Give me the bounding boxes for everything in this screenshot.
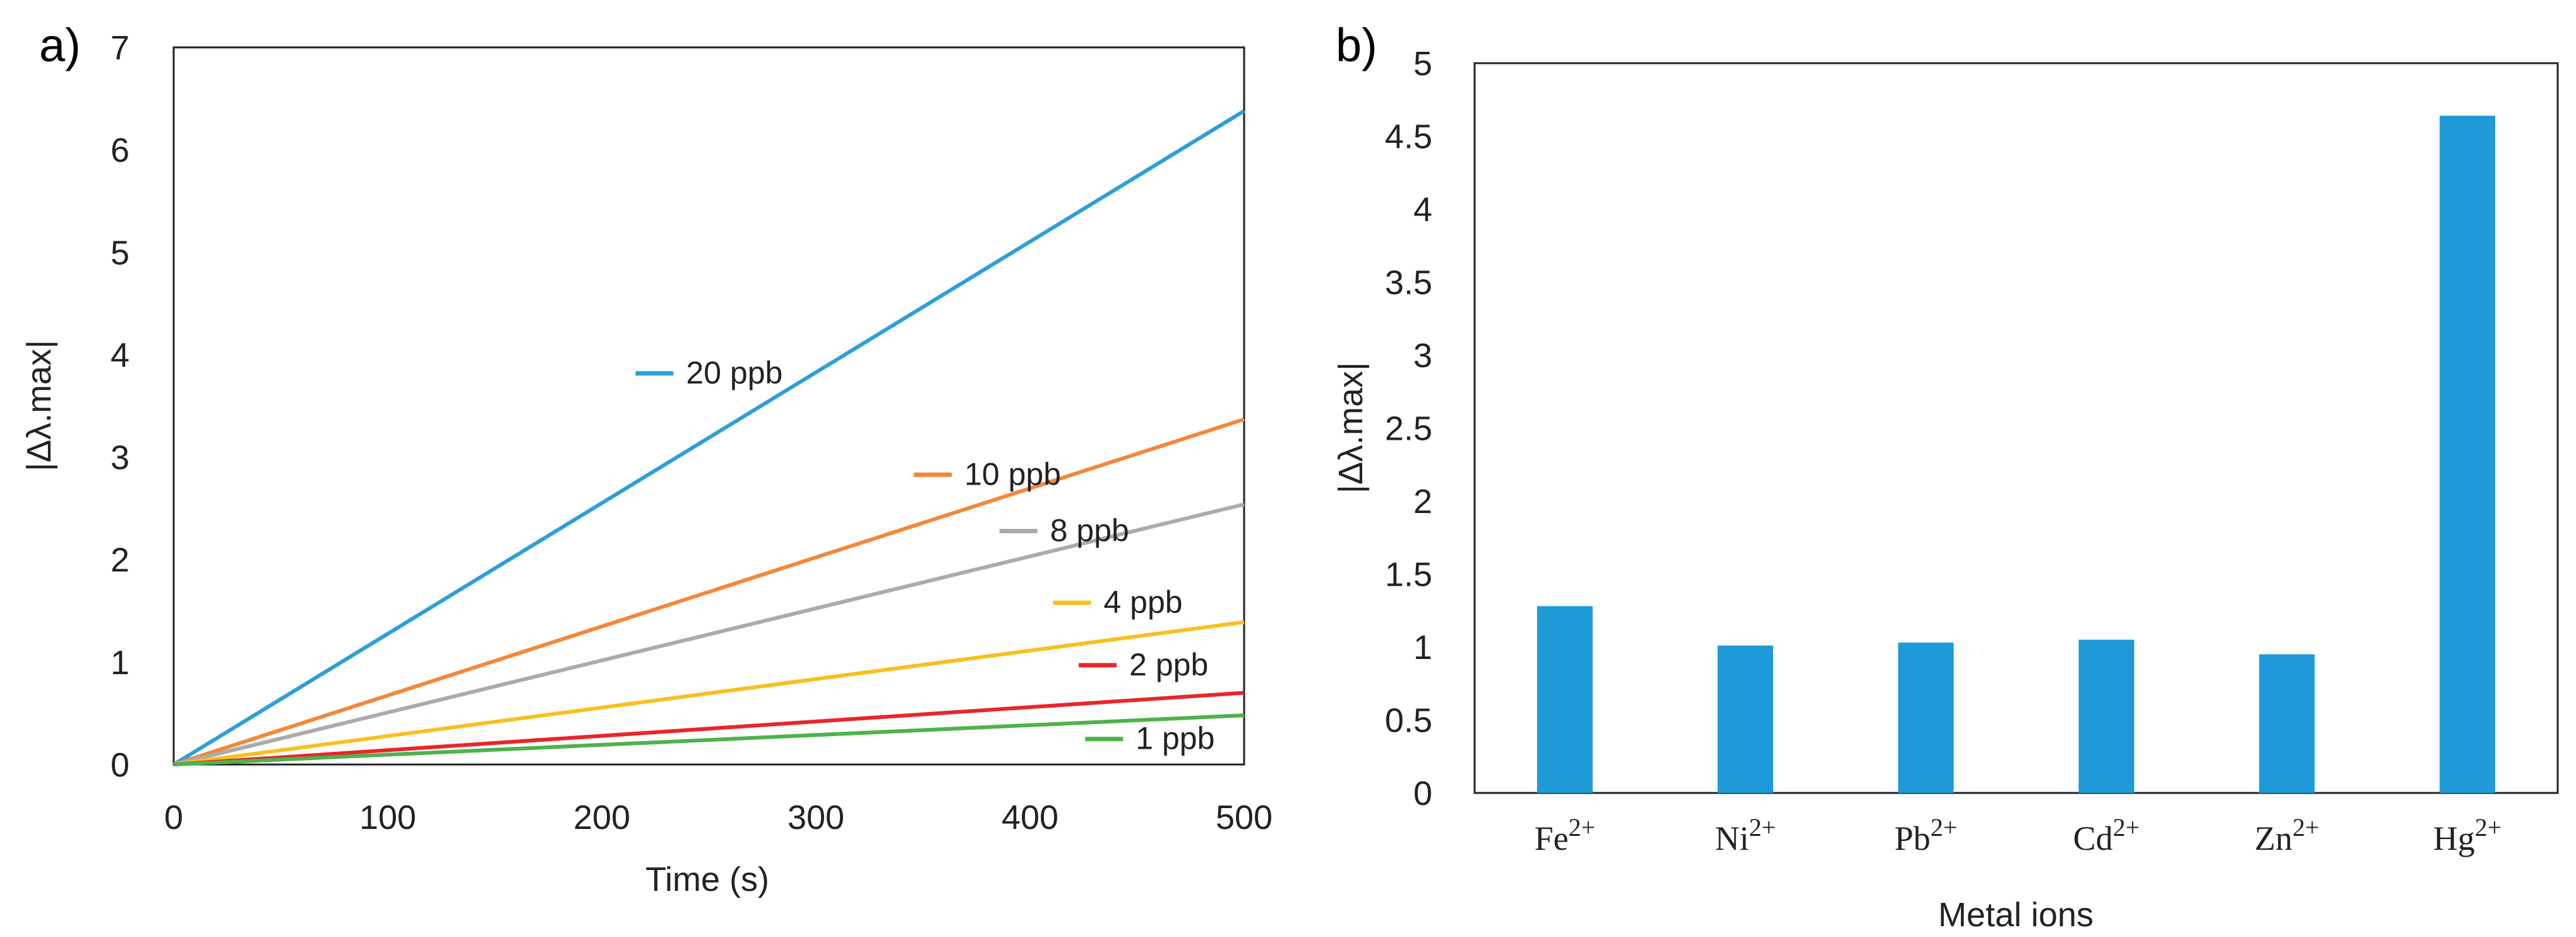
bar-chart-x-tick-label: Cd2+ <box>2073 813 2140 857</box>
bar-chart-x-tick-label: Zn2+ <box>2255 813 2320 857</box>
line-chart-y-axis-title-rotated: |Δλ.max| <box>20 340 58 471</box>
line-chart-x-tick-label: 500 <box>1216 799 1273 837</box>
line-chart-panel: a) 0 1 2 3 4 5 6 7 0 100 200 300 400 500 20 ppb 10 pp… <box>20 19 1273 898</box>
line-chart-x-tick-label: 100 <box>359 799 416 837</box>
bar-Hg <box>2440 116 2496 793</box>
bar-chart-y-tick-label: 1 <box>1413 629 1432 667</box>
line-chart-y-tick-label: 4 <box>111 336 129 374</box>
bar-chart-x-axis-title: Metal ions <box>1938 896 2094 934</box>
bar-Cd <box>2078 639 2135 793</box>
bar-chart-bars-group <box>1537 116 2496 793</box>
bar-chart-x-ticks: Fe2+ Ni2+ Pb2+ Cd2+ Zn2+ Hg2+ <box>1535 813 2502 857</box>
legend-label-10-ppb: 10 ppb <box>964 456 1061 492</box>
line-chart-x-tick-label: 200 <box>573 799 630 837</box>
bar-chart-y-tick-label: 3 <box>1413 337 1432 375</box>
line-chart-y-tick-label: 0 <box>111 746 129 784</box>
line-chart-x-ticks: 0 100 200 300 400 500 <box>164 799 1273 837</box>
bar-Ni <box>1717 645 1773 793</box>
bar-chart-x-tick-label: Pb2+ <box>1895 813 1958 857</box>
line-chart-y-tick-label: 7 <box>111 29 129 67</box>
bar-chart-x-tick-label: Fe2+ <box>1535 813 1596 857</box>
line-chart-y-tick-label: 5 <box>111 234 129 272</box>
line-chart-plot-frame <box>172 46 1245 766</box>
bar-chart-y-tick-label: 0 <box>1413 775 1432 813</box>
line-series-8-ppb <box>173 502 1245 766</box>
bar-chart-y-axis-title: |Δλ.max| <box>1332 362 1370 493</box>
line-chart-y-tick-label: 3 <box>111 439 129 477</box>
line-chart-y-tick-label: 6 <box>111 131 129 169</box>
bar-chart-y-tick-label: 1.5 <box>1385 556 1432 594</box>
bar-chart-x-tick-label: Ni2+ <box>1715 813 1776 857</box>
bar-chart-y-tick-label: 2 <box>1413 483 1432 521</box>
legend-label-8-ppb: 8 ppb <box>1050 513 1129 548</box>
line-series-20-ppb <box>172 109 1245 766</box>
bar-chart-y-tick-label: 4.5 <box>1385 118 1432 156</box>
line-chart-x-axis-title: Time (s) <box>645 861 769 898</box>
line-series-2-ppb <box>173 691 1245 766</box>
line-chart-y-tick-label: 1 <box>111 644 129 682</box>
bar-chart-y-tick-label: 5 <box>1413 45 1432 83</box>
legend-label-4-ppb: 4 ppb <box>1103 584 1182 620</box>
line-chart-x-tick-label: 300 <box>788 799 844 837</box>
line-chart-y-ticks: 0 1 2 3 4 5 6 7 <box>111 29 129 784</box>
line-series-10-ppb <box>173 417 1245 766</box>
bar-chart-x-tick-label: Hg2+ <box>2433 813 2502 857</box>
bar-chart-y-tick-label: 4 <box>1413 191 1432 229</box>
line-chart-x-tick-label: 0 <box>164 799 183 837</box>
bar-chart-y-tick-label: 0.5 <box>1385 702 1432 740</box>
line-series-1-ppb <box>173 713 1245 766</box>
bar-chart-y-tick-label: 3.5 <box>1385 264 1432 302</box>
bar-chart-y-ticks: 0 0.5 1 1.5 2 2.5 3 3.5 4 4.5 5 <box>1385 45 1432 813</box>
line-chart-x-tick-label: 400 <box>1002 799 1058 837</box>
line-chart-y-tick-label: 2 <box>111 541 129 579</box>
line-chart-series-group <box>172 109 1245 766</box>
line-series-4-ppb <box>173 620 1245 766</box>
legend-label-1-ppb: 1 ppb <box>1135 721 1214 756</box>
legend-label-20-ppb: 20 ppb <box>686 355 782 390</box>
bar-Pb <box>1898 643 1954 793</box>
bar-chart-plot-frame <box>1473 62 2559 794</box>
panel-a-label: a) <box>39 19 81 71</box>
bar-chart-panel: b) 0 0.5 1 1.5 2 2.5 3 3.5 4 4.5 5 Fe2+ Ni2+ Pb2+ Cd2… <box>1332 19 2559 934</box>
bar-Zn <box>2259 654 2315 793</box>
panel-b-label: b) <box>1336 19 1377 71</box>
line-chart-legend: 20 ppb 10 ppb 8 ppb 4 ppb 2 ppb 1 ppb <box>635 355 1214 756</box>
bar-chart-y-tick-label: 2.5 <box>1385 410 1432 448</box>
legend-label-2-ppb: 2 ppb <box>1129 647 1208 682</box>
bar-Fe <box>1537 606 1593 793</box>
